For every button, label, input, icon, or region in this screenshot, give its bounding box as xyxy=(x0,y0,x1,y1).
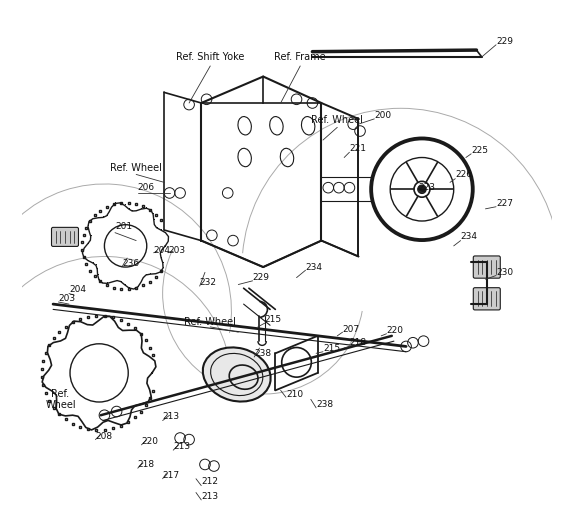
Text: 227: 227 xyxy=(496,199,513,208)
Text: Ref. Wheel: Ref. Wheel xyxy=(110,163,162,173)
Text: 238: 238 xyxy=(254,349,272,358)
Text: 220: 220 xyxy=(141,437,158,446)
Text: 229: 229 xyxy=(496,37,513,46)
FancyBboxPatch shape xyxy=(474,256,501,278)
Text: 213: 213 xyxy=(201,492,218,501)
Circle shape xyxy=(418,185,426,194)
Text: 215: 215 xyxy=(265,315,282,325)
Text: Ref. Frame: Ref. Frame xyxy=(274,52,326,62)
Text: Ref. Wheel: Ref. Wheel xyxy=(311,115,363,126)
Text: 204: 204 xyxy=(154,246,170,255)
Text: 238: 238 xyxy=(316,400,333,409)
FancyBboxPatch shape xyxy=(474,288,501,310)
Text: 201: 201 xyxy=(115,222,132,231)
Text: 226: 226 xyxy=(455,170,472,179)
Text: 210: 210 xyxy=(286,389,303,398)
Text: 217: 217 xyxy=(162,470,180,479)
Text: 203: 203 xyxy=(59,294,76,303)
Text: 223: 223 xyxy=(418,183,435,192)
Text: 234: 234 xyxy=(460,232,478,242)
FancyBboxPatch shape xyxy=(52,227,79,246)
Text: Ref.
Wheel: Ref. Wheel xyxy=(45,388,76,410)
Circle shape xyxy=(371,138,474,240)
Text: 204: 204 xyxy=(69,285,86,294)
Text: 200: 200 xyxy=(374,111,391,120)
Text: 213: 213 xyxy=(173,443,191,452)
Text: 221: 221 xyxy=(350,144,366,153)
Text: 225: 225 xyxy=(471,146,488,155)
Text: 212: 212 xyxy=(201,477,218,486)
Text: 208: 208 xyxy=(95,432,113,441)
Text: 220: 220 xyxy=(386,326,404,335)
Text: 234: 234 xyxy=(305,263,323,271)
Ellipse shape xyxy=(203,347,271,402)
Text: Ref. Wheel: Ref. Wheel xyxy=(184,317,236,327)
Text: 236: 236 xyxy=(122,259,139,268)
Text: 215: 215 xyxy=(323,344,340,353)
Text: 218: 218 xyxy=(350,338,367,347)
Text: 213: 213 xyxy=(162,412,180,421)
Text: 230: 230 xyxy=(496,268,513,277)
Text: 207: 207 xyxy=(343,325,360,334)
Text: 232: 232 xyxy=(200,278,216,287)
Text: 206: 206 xyxy=(138,183,155,192)
Text: Ref. Shift Yoke: Ref. Shift Yoke xyxy=(176,52,245,62)
Text: 218: 218 xyxy=(138,460,155,469)
Text: 229: 229 xyxy=(253,273,270,282)
Text: 203: 203 xyxy=(168,246,185,255)
